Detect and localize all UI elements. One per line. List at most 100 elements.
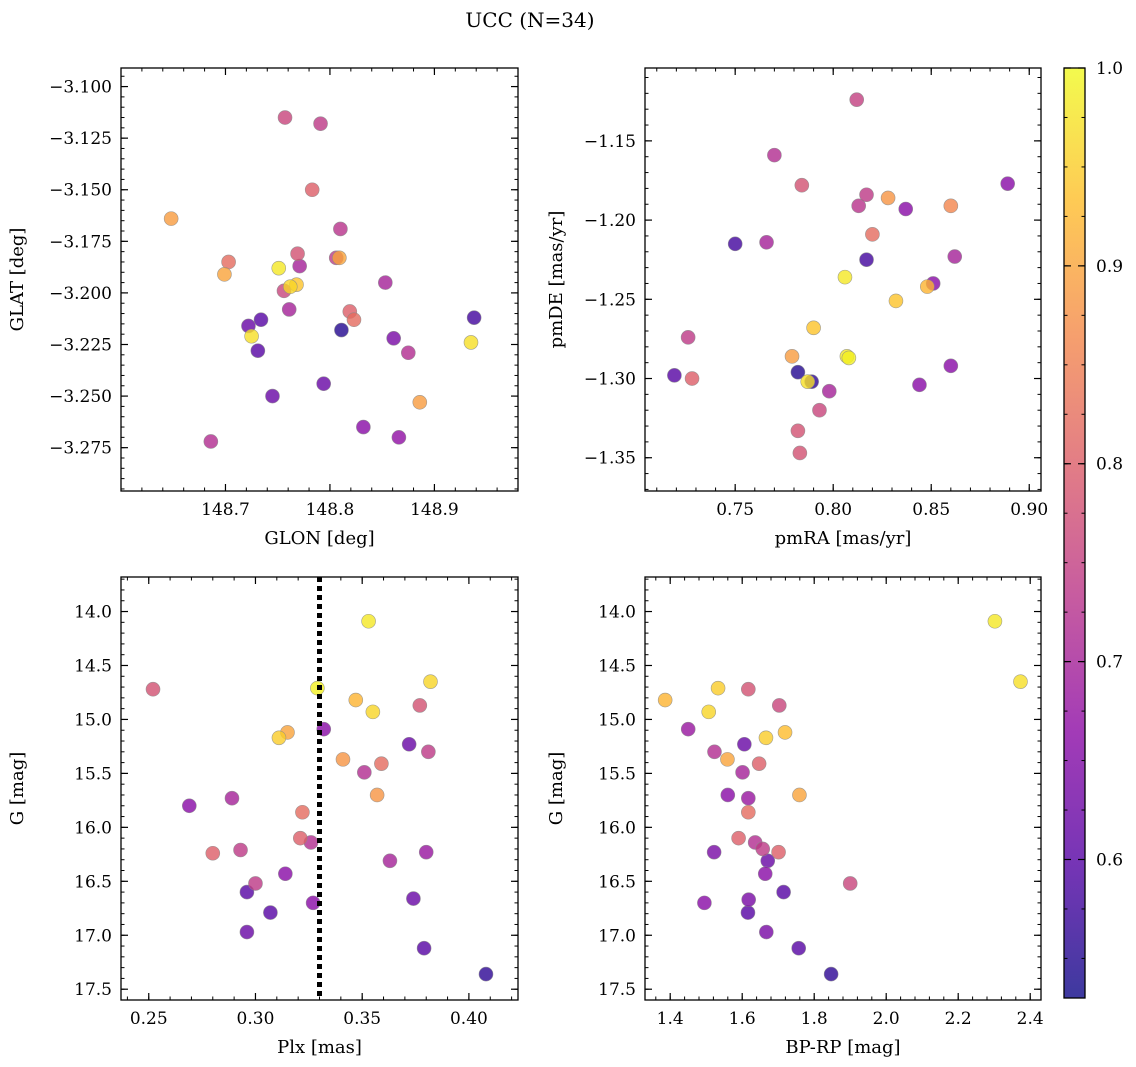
data-point (346, 312, 362, 328)
x-tick-label: 0.30 (237, 1009, 275, 1029)
data-point (463, 335, 479, 350)
y-tick-label: 16.0 (74, 818, 112, 838)
y-axis-label: GLAT [deg] (7, 228, 28, 332)
data-points (145, 613, 494, 982)
data-point (943, 198, 959, 214)
data-point (759, 234, 774, 250)
y-tick-label: −3.200 (49, 284, 112, 304)
data-point (316, 376, 331, 392)
y-tick-label: 16.5 (598, 872, 636, 892)
y-tick-label: −3.100 (49, 78, 112, 98)
x-tick-label: 0.35 (343, 1009, 381, 1029)
colorbar-tick-label: 0.6 (1096, 850, 1123, 870)
data-point (278, 866, 293, 882)
data-point (334, 322, 349, 338)
data-point (182, 798, 197, 814)
data-point (357, 765, 372, 780)
data-point (378, 275, 393, 290)
x-axis-label: Plx [mas] (277, 1037, 362, 1058)
data-point (751, 756, 767, 771)
y-tick-label: 16.0 (598, 818, 636, 838)
y-tick-label: −1.30 (584, 370, 636, 390)
data-point (767, 147, 782, 163)
x-tick-label: 0.85 (912, 500, 950, 520)
y-tick-label: 15.0 (598, 710, 636, 730)
plot-frame (644, 576, 1042, 1001)
data-point (313, 116, 328, 132)
y-tick-label: 14.5 (74, 656, 112, 676)
data-point (478, 966, 494, 982)
data-point (1000, 176, 1015, 191)
data-point (759, 924, 774, 940)
data-point (1013, 674, 1028, 689)
data-point (348, 692, 364, 708)
y-tick-label: −3.250 (49, 387, 112, 407)
data-point (851, 198, 866, 214)
x-tick-label: 1.4 (657, 1009, 684, 1029)
y-tick-label: 17.5 (598, 980, 636, 1000)
data-point (720, 787, 736, 803)
data-point (812, 402, 827, 418)
data-point (239, 924, 255, 940)
y-tick-label: 14.0 (74, 603, 112, 623)
data-point (771, 698, 787, 713)
x-axis-label: BP-RP [mag] (785, 1037, 900, 1058)
x-tick-label: 1.6 (729, 1009, 756, 1029)
data-point (391, 430, 407, 445)
panel-bprp-g: 1.4 1.6 1.8 2.0 2.2 2.4 14.0 14.5 15.0 15.5 16.0 16… (546, 576, 1044, 1058)
data-point (947, 249, 963, 264)
data-point (792, 445, 808, 461)
data-point (757, 866, 773, 882)
data-point (888, 293, 904, 309)
data-point (361, 613, 376, 629)
data-point (292, 830, 308, 846)
x-tick-label: 0.75 (716, 500, 754, 520)
y-tick-label: 14.5 (598, 656, 636, 676)
data-point (290, 246, 305, 262)
colorbar-tick-label: 0.9 (1096, 257, 1123, 277)
data-point (837, 269, 853, 285)
data-point (265, 388, 280, 404)
data-point (203, 434, 219, 449)
y-tick-label: 15.5 (74, 764, 112, 784)
data-point (684, 371, 700, 386)
x-axis-label: GLON [deg] (264, 528, 374, 549)
data-point (205, 845, 221, 861)
x-tick-label: 1.8 (801, 1009, 828, 1029)
data-point (369, 787, 385, 803)
data-point (263, 905, 278, 920)
data-point (740, 905, 756, 920)
data-point (859, 252, 874, 267)
colorbar-tick-label: 1.0 (1096, 59, 1123, 79)
panel-plx-g: 0.25 0.30 0.35 0.40 14.0 14.5 15.0 15.5 16.0 16.5… (7, 576, 519, 1058)
data-point (758, 730, 774, 746)
x-tick-label: 0.40 (450, 1009, 488, 1029)
data-point (849, 92, 865, 107)
data-point (841, 350, 857, 366)
plot-frame (644, 67, 1042, 492)
data-point (741, 892, 756, 907)
x-axis-label: pmRA [mas/yr] (775, 528, 912, 549)
data-point (731, 830, 746, 846)
y-tick-label: 15.0 (74, 710, 112, 730)
y-axis-label: G [mag] (7, 752, 28, 825)
y-axis-label: pmDE [mas/yr] (546, 211, 567, 349)
y-tick-label: −1.25 (584, 290, 636, 310)
data-point (217, 267, 232, 282)
data-point (250, 343, 266, 358)
data-point (880, 190, 896, 206)
y-tick-label: 15.5 (598, 764, 636, 784)
data-point (800, 374, 816, 389)
colorbar-gradient (1064, 68, 1085, 998)
data-point (163, 211, 179, 226)
data-point (697, 895, 712, 911)
data-point (842, 876, 858, 891)
data-point (244, 328, 259, 344)
data-point (335, 752, 351, 767)
data-point (277, 110, 293, 125)
data-point (304, 182, 320, 198)
x-tick-label: 148.7 (201, 500, 250, 520)
data-point (295, 804, 310, 820)
data-point (792, 787, 807, 803)
